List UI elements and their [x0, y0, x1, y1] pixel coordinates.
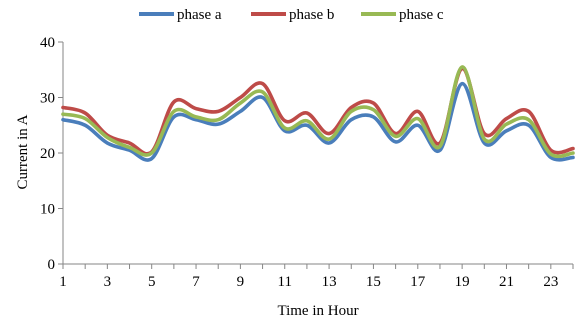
series-line-phase-c: [61, 65, 575, 159]
y-tick-label: 40: [40, 35, 55, 51]
x-tick-label: 19: [455, 274, 470, 290]
x-tick-label: 17: [410, 274, 426, 290]
legend-label-phase-c: phase c: [399, 7, 444, 23]
x-tick-label: 3: [104, 274, 112, 290]
x-tick-label: 21: [499, 274, 514, 290]
x-tick-label: 13: [322, 274, 337, 290]
x-tick-label: 1: [59, 274, 67, 290]
y-tick-label: 30: [40, 91, 55, 107]
x-tick-label: 15: [366, 274, 381, 290]
legend-label-phase-b: phase b: [289, 7, 334, 23]
x-tick-label: 23: [543, 274, 558, 290]
plot-lines: [61, 65, 575, 162]
legend-label-phase-a: phase a: [177, 7, 222, 23]
y-axis-title: Current in A: [15, 114, 31, 189]
x-axis-title: Time in Hour: [277, 303, 358, 319]
y-tick-label: 10: [40, 202, 55, 218]
x-tick-label: 11: [278, 274, 292, 290]
x-tick-label: 7: [192, 274, 200, 290]
series-line-phase-a: [61, 81, 575, 162]
y-tick-label: 0: [48, 257, 56, 273]
x-tick-label: 9: [237, 274, 245, 290]
y-tick-label: 20: [40, 146, 55, 162]
x-tick-label: 5: [148, 274, 156, 290]
legend: phase a phase b phase c: [139, 7, 444, 23]
